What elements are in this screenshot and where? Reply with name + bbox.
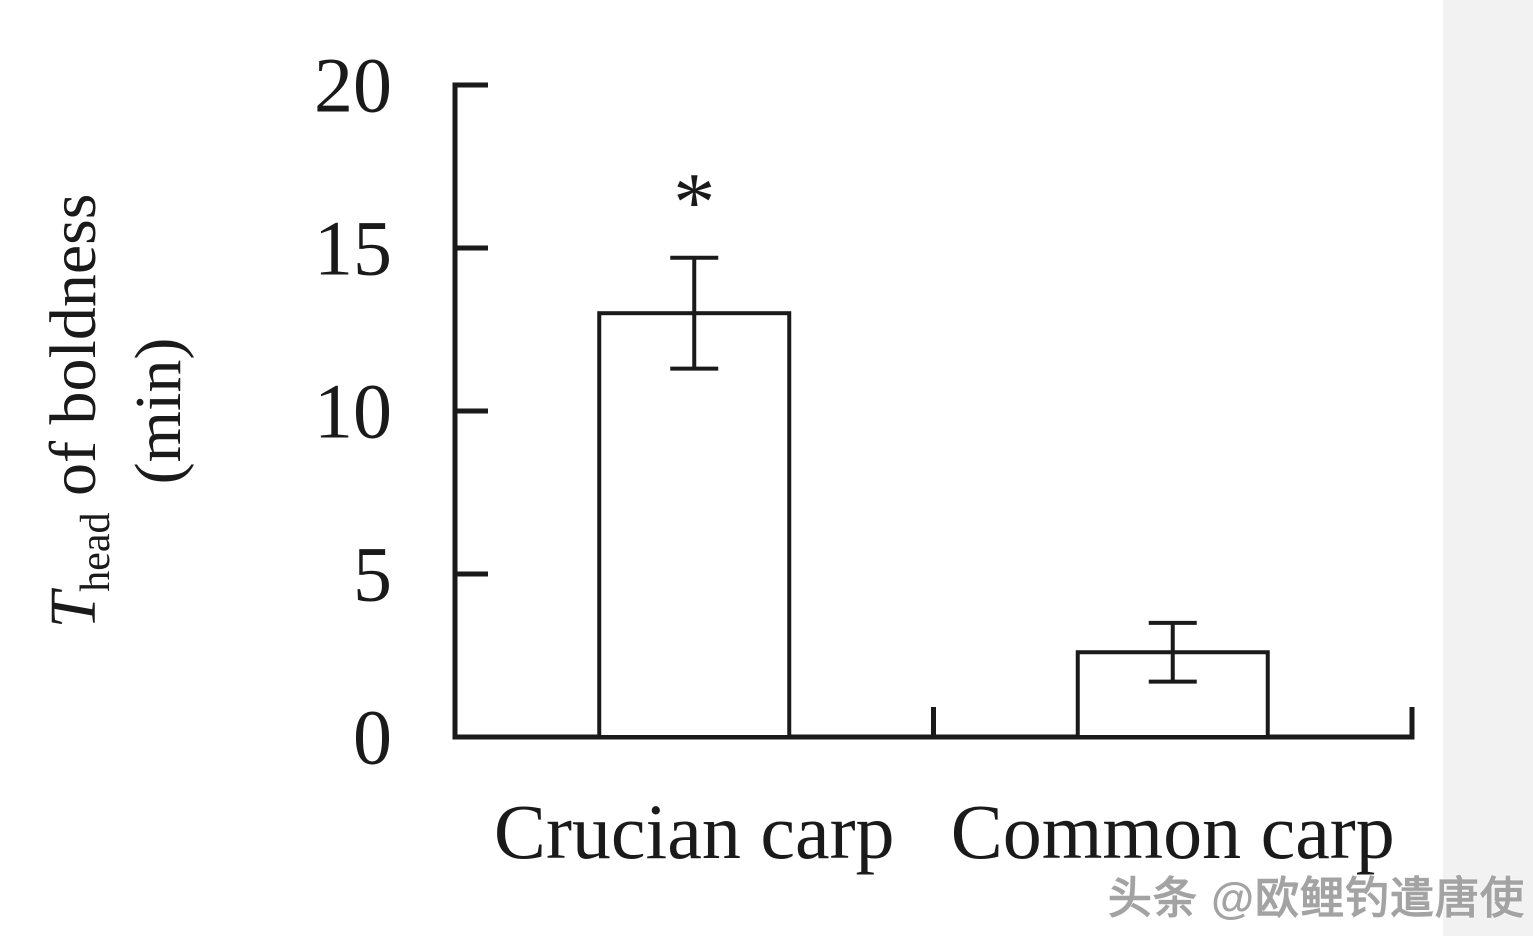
x-category-label-1: Common carp — [951, 788, 1395, 875]
x-axis-ticks — [931, 707, 1415, 737]
x-category-labels: Crucian carp Common carp — [494, 788, 1395, 875]
y-tick-label-15: 15 — [314, 205, 392, 292]
y-axis-title: Thead of boldness (min) — [37, 194, 195, 629]
significance-markers: * — [673, 156, 715, 249]
x-category-label-0: Crucian carp — [494, 788, 895, 875]
y-tick-label-0: 0 — [353, 694, 392, 781]
y-axis-ticks: 0 5 10 15 20 — [314, 42, 488, 781]
y-title-line1: Thead of boldness — [37, 194, 119, 629]
error-bars — [670, 255, 1197, 684]
bar-0 — [597, 311, 792, 739]
y-tick-label-5: 5 — [353, 531, 392, 618]
significance-marker-0: * — [673, 156, 715, 249]
y-tick-label-20: 20 — [314, 42, 392, 129]
watermark: 头条 @欧鲤钓遣唐使 — [1107, 874, 1525, 923]
bars — [597, 311, 1270, 739]
right-edge-strip — [1443, 0, 1533, 936]
y-title-line2: (min) — [122, 338, 195, 485]
y-tick-label-10: 10 — [314, 368, 392, 455]
